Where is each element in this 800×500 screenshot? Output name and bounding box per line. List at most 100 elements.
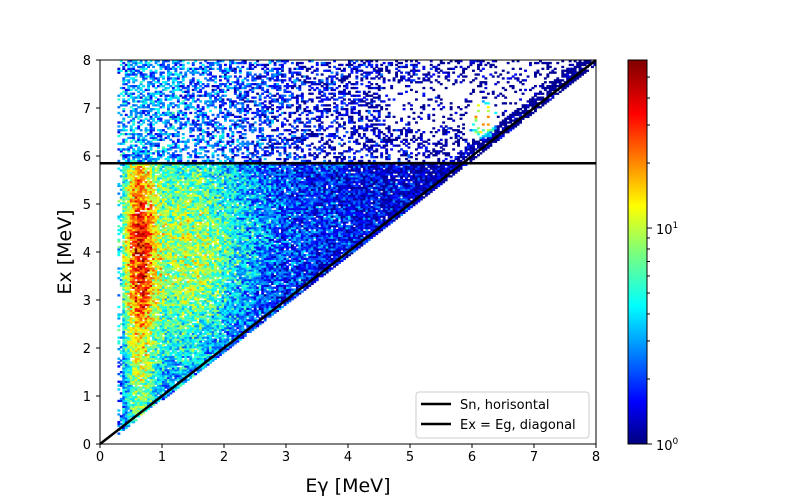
heatmap-cell [132,353,136,357]
heatmap-cell [122,275,126,278]
heatmap-cell [174,134,178,138]
heatmap-cell [139,173,143,176]
heatmap-cell [194,179,198,182]
heatmap-cell [144,321,148,324]
heatmap-cell [186,240,190,243]
heatmap-cell [127,380,131,383]
heatmap-cell [194,359,198,362]
heatmap-cell [117,131,121,134]
heatmap-cell [132,355,136,358]
heatmap-cell [127,94,131,97]
heatmap-cell [139,367,143,370]
heatmap-cell [127,204,131,207]
heatmap-cell [154,261,158,264]
heatmap-cell [124,217,128,220]
heatmap-cell [184,363,188,366]
heatmap-cell [167,321,170,324]
heatmap-cell [181,311,185,314]
heatmap-cell [162,111,165,115]
heatmap-cell [142,65,146,69]
heatmap-cell [184,311,188,314]
heatmap-cell [157,63,160,67]
heatmap-cell [142,403,146,406]
heatmap-cell [174,263,178,266]
heatmap-cell [139,267,143,270]
heatmap-cell [159,292,163,295]
heatmap-cell [122,171,126,174]
heatmap-cell [142,317,146,320]
heatmap-cell [196,194,200,197]
heatmap-cell [179,156,183,159]
heatmap-cell [201,284,205,287]
heatmap-cell [119,384,123,387]
heatmap-cell [149,394,153,397]
heatmap-cell [159,357,163,360]
heatmap-cell [157,319,160,322]
heatmap-cell [199,244,203,247]
heatmap-cell [167,71,170,74]
heatmap-cell [199,229,203,232]
heatmap-cell [162,184,165,188]
heatmap-cell [167,207,170,211]
heatmap-cell [191,263,195,266]
heatmap-cell [144,152,148,155]
heatmap-cell [159,273,163,276]
heatmap-cell [137,252,141,255]
heatmap-cell [132,136,136,140]
heatmap-cell [179,317,183,320]
heatmap-cell [137,85,141,88]
heatmap-cell [159,165,163,168]
heatmap-cell [144,102,148,105]
heatmap-cell [181,196,185,199]
heatmap-cell [204,292,208,295]
heatmap-cell [129,403,133,406]
heatmap-cell [169,374,173,378]
heatmap-cell [132,378,136,381]
heatmap-cell [149,190,153,193]
heatmap-cell [174,104,178,107]
heatmap-cell [171,181,175,184]
heatmap-cell [159,250,163,253]
heatmap-cell [176,246,180,249]
heatmap-cell [139,359,143,362]
heatmap-cell [171,90,175,93]
heatmap-cell [174,133,178,136]
heatmap-cell [167,156,170,159]
heatmap-cell [127,319,131,322]
heatmap-cell [137,219,141,222]
heatmap-cell [184,215,188,218]
heatmap-cell [144,273,148,276]
heatmap-cell [127,257,131,261]
heatmap-cell [154,348,158,351]
heatmap-cell [181,230,185,234]
heatmap-cell [154,369,158,372]
heatmap-cell [189,376,193,380]
heatmap-cell [169,351,173,355]
heatmap-cell [189,330,193,333]
heatmap-cell [157,338,160,341]
heatmap-cell [171,173,175,176]
heatmap-cell [189,290,193,293]
heatmap-cell [124,338,128,341]
heatmap-cell [127,417,131,420]
heatmap-cell [132,301,136,305]
heatmap-cell [124,271,128,274]
heatmap-cell [144,154,148,157]
heatmap-cell [167,242,170,245]
heatmap-cell [186,263,190,266]
heatmap-cell [122,286,126,289]
heatmap-cell [152,271,155,274]
heatmap-cell [181,365,185,368]
heatmap-cell [184,273,188,276]
heatmap-cell [137,181,141,184]
heatmap-cell [154,159,158,163]
heatmap-cell [167,355,170,358]
heatmap-cell [154,394,158,397]
heatmap-cell [137,296,141,299]
heatmap-cell [129,85,133,88]
heatmap-cell [149,382,153,385]
heatmap-cell [159,253,163,257]
heatmap-cell [117,336,121,339]
heatmap-cell [164,386,168,389]
heatmap-cell [124,125,128,128]
